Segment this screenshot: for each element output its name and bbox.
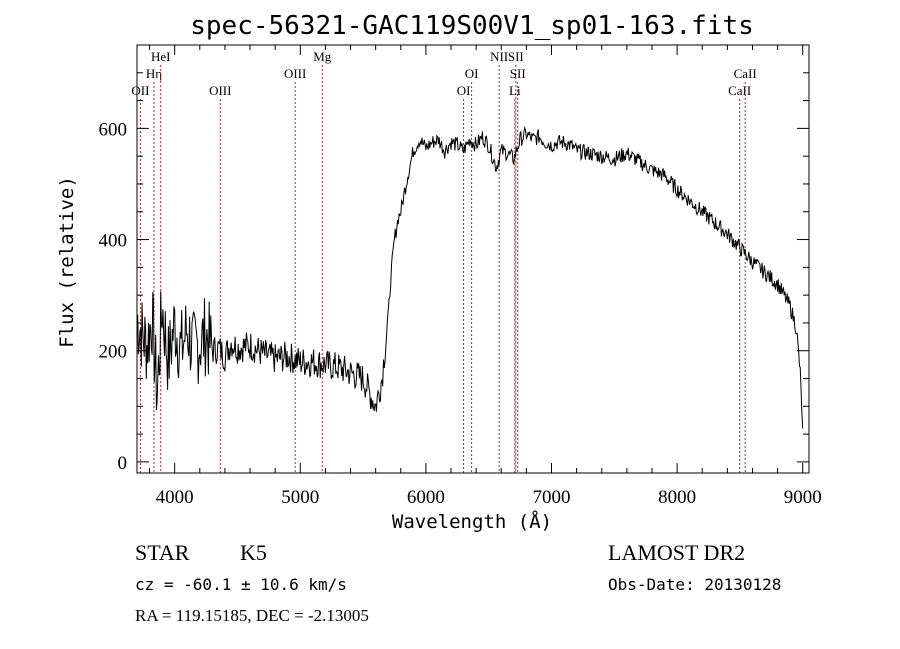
spectral-line-label: CaII bbox=[728, 83, 751, 98]
spectral-line-label: OI bbox=[457, 83, 471, 98]
spectral-line-label: NII bbox=[490, 49, 508, 64]
object-class: STAR bbox=[135, 540, 190, 565]
spectrum-line bbox=[136, 125, 804, 429]
x-tick-label: 7000 bbox=[533, 487, 571, 508]
y-axis: 0 200 400 600 bbox=[99, 72, 809, 474]
x-tick-label: 9000 bbox=[784, 487, 822, 508]
spectral-line-label: OII bbox=[131, 83, 149, 98]
chart-title: spec-56321-GAC119S00V1_sp01-163.fits bbox=[190, 11, 754, 41]
y-axis-title: Flux (relative) bbox=[56, 176, 78, 348]
spectral-line-label: HeI bbox=[151, 49, 171, 64]
spectrum-series bbox=[136, 125, 804, 429]
x-tick-label: 6000 bbox=[407, 487, 445, 508]
spectral-line-label: Mg bbox=[313, 49, 332, 64]
spectral-line-label: OIII bbox=[284, 66, 306, 81]
x-tick-label: 4000 bbox=[156, 487, 194, 508]
y-tick-label: 400 bbox=[99, 231, 128, 252]
spectral-line-label: OI bbox=[465, 66, 479, 81]
x-tick-label: 8000 bbox=[658, 487, 696, 508]
spectral-line-label: OIII bbox=[209, 83, 231, 98]
survey-name: LAMOST DR2 bbox=[608, 540, 745, 565]
y-tick-label: 0 bbox=[118, 453, 128, 474]
spectral-line-label: Hη bbox=[146, 66, 162, 81]
x-tick-label: 5000 bbox=[281, 487, 319, 508]
spectral-line-label: Li bbox=[509, 83, 521, 98]
redshift-cz: cz = -60.1 ± 10.6 km/s bbox=[135, 575, 347, 594]
spectral-line-label: CaII bbox=[734, 66, 757, 81]
y-tick-label: 200 bbox=[99, 342, 128, 363]
object-subclass: K5 bbox=[240, 540, 267, 565]
ra-dec-coordinates: RA = 119.15185, DEC = -2.13005 bbox=[135, 606, 369, 625]
plot-frame bbox=[136, 44, 810, 474]
x-axis: 4000 5000 6000 7000 8000 9000 bbox=[149, 45, 822, 508]
observation-date: Obs-Date: 20130128 bbox=[608, 575, 781, 594]
spectral-line-label: SII bbox=[510, 66, 526, 81]
spectral-line-label: SII bbox=[508, 49, 524, 64]
x-axis-title: Wavelength (Å) bbox=[392, 510, 552, 533]
spectral-line-markers: OII Hη HeI OIII OIII Mg OI OI NII SII SII Li CaII CaI… bbox=[131, 49, 757, 473]
y-tick-label: 600 bbox=[99, 119, 128, 140]
